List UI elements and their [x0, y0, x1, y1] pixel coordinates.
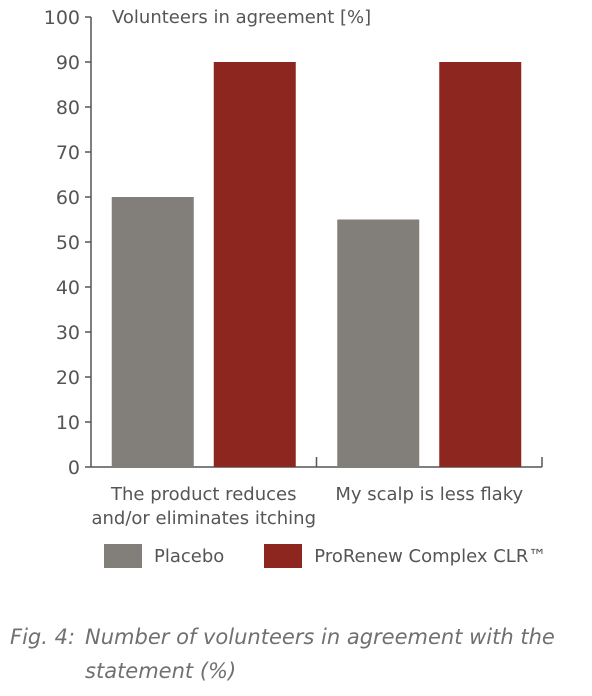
y-tick-label-10: 10: [56, 412, 80, 434]
legend-swatch-prorenew: [264, 544, 303, 568]
caption-prefix: Fig. 4:: [10, 625, 76, 649]
y-tick-label-30: 30: [56, 322, 80, 344]
legend-item-prorenew: ProRenew Complex CLR™: [264, 544, 546, 568]
legend-label-placebo: Placebo: [154, 545, 225, 567]
y-tick-label-70: 70: [56, 142, 80, 164]
y-tick-label-80: 80: [56, 97, 80, 119]
y-tick-label-20: 20: [56, 367, 80, 389]
figure-caption: Fig. 4: Number of volunteers in agreemen…: [10, 620, 585, 688]
legend-item-placebo: Placebo: [104, 544, 224, 568]
y-tick-label-100: 100: [44, 7, 80, 29]
legend-swatch-placebo: [104, 544, 142, 568]
bar-chart: 0 10 20 30 40 50 60 70 80 90 100 Volunteers in agre…: [44, 7, 543, 529]
axis-labels: 0 10 20 30 40 50 60 70 80 90 100 Volunteers in agre…: [44, 7, 524, 529]
y-axis-title: Volunteers in agreement [%]: [112, 7, 371, 28]
caption-text: Number of volunteers in agreement with t…: [85, 625, 555, 683]
legend-label-prorenew: ProRenew Complex CLR™: [314, 545, 547, 567]
bar-1-0: [337, 219, 420, 467]
bar-1-1: [439, 62, 522, 467]
bar-0-0: [111, 197, 194, 467]
legend: Placebo ProRenew Complex CLR™: [104, 544, 586, 568]
category-label-0-0: The product reduces: [110, 484, 296, 505]
y-tick-label-50: 50: [56, 232, 80, 254]
category-label-1-0: My scalp is less flaky: [335, 484, 523, 505]
y-tick-label-60: 60: [56, 187, 80, 209]
category-label-0-1: and/or eliminates itching: [91, 508, 316, 529]
bar-0-1: [213, 62, 296, 467]
y-tick-label-90: 90: [56, 52, 80, 74]
y-tick-label-40: 40: [56, 277, 80, 299]
y-tick-label-0: 0: [68, 457, 80, 479]
bars: [111, 62, 522, 467]
